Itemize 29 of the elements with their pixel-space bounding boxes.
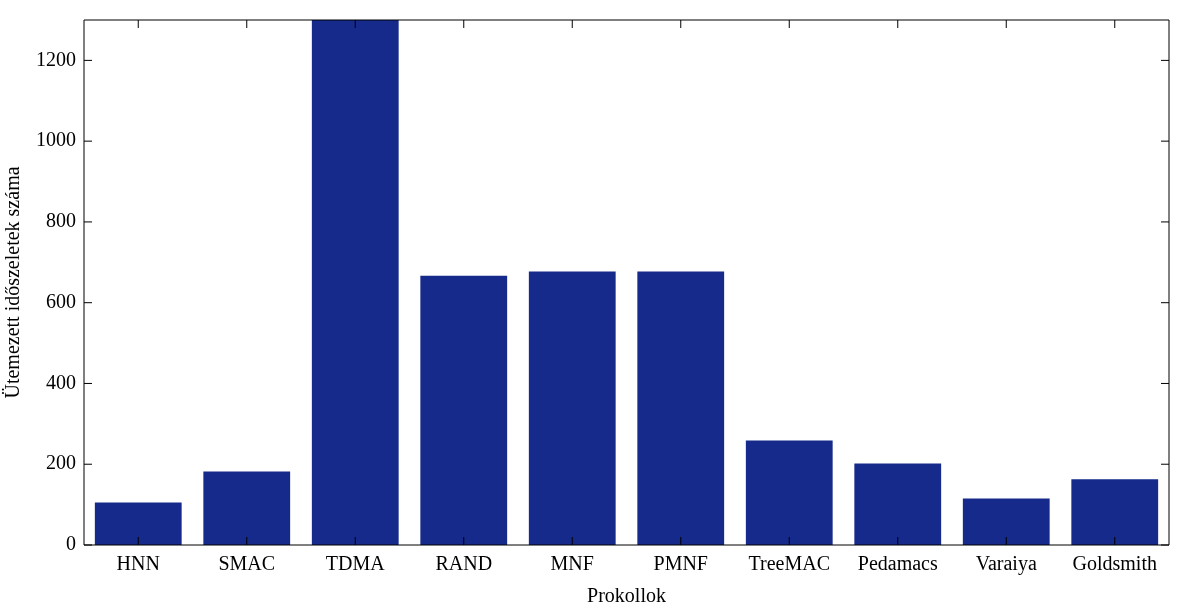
y-tick-label: 1000	[36, 128, 76, 151]
bar	[311, 20, 399, 545]
bar	[637, 271, 725, 545]
x-tick-label: TreeMAC	[748, 552, 830, 575]
y-axis-title: Ütemezett időszeletek száma	[1, 166, 24, 399]
bar	[1071, 479, 1159, 545]
x-tick-label: Varaiya	[975, 552, 1037, 576]
bar	[854, 463, 942, 545]
y-tick-label: 600	[46, 289, 76, 312]
y-tick-label: 0	[66, 532, 76, 555]
x-tick-label: PMNF	[653, 552, 708, 575]
y-tick-label: 1200	[36, 47, 76, 70]
x-tick-label: RAND	[435, 552, 493, 575]
x-tick-label: Goldsmith	[1072, 552, 1157, 575]
bar	[528, 271, 616, 545]
x-axis-title: Prokollok	[587, 584, 666, 607]
bar	[420, 275, 508, 545]
bar	[745, 440, 833, 545]
y-tick-label: 200	[46, 451, 76, 474]
x-tick-label: SMAC	[218, 552, 276, 575]
y-tick-label: 400	[46, 370, 76, 393]
x-tick-label: HNN	[116, 552, 160, 575]
bar	[962, 498, 1050, 545]
bar	[203, 471, 291, 545]
x-tick-label: TDMA	[325, 552, 386, 575]
y-tick-label: 800	[46, 209, 76, 232]
bar	[94, 502, 182, 545]
x-tick-label: Pedamacs	[857, 552, 938, 575]
x-tick-label: MNF	[550, 552, 594, 575]
